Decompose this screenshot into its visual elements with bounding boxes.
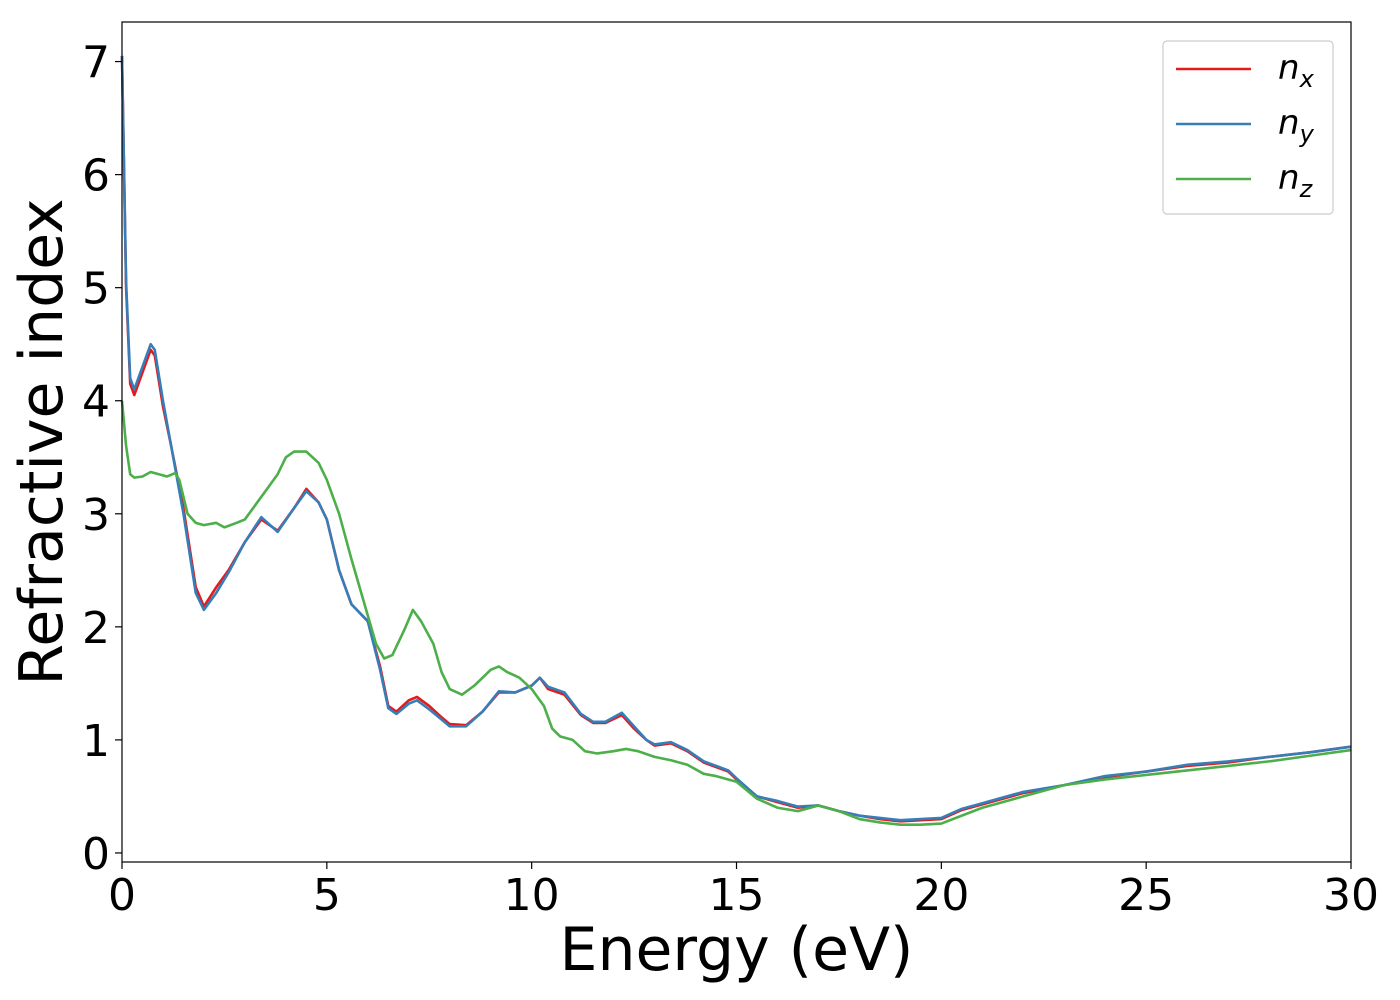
y-tick-label: 4 <box>82 377 110 428</box>
y-tick-label: 1 <box>82 716 110 767</box>
legend-label-subscript: y <box>1299 120 1315 148</box>
legend-label-ny: ny <box>1278 103 1315 148</box>
x-axis: 0 5 10 15 20 25 30 <box>108 862 1379 921</box>
x-tick-label: 5 <box>313 870 341 921</box>
legend-label-subscript: x <box>1299 65 1315 93</box>
x-tick-label: 15 <box>709 870 765 921</box>
series-line-ny <box>120 55 1352 822</box>
y-tick-label: 6 <box>82 151 110 202</box>
x-tick-label: 10 <box>504 870 560 921</box>
x-tick-label: 25 <box>1118 870 1174 921</box>
legend-label-subscript: z <box>1299 175 1314 203</box>
legend-label-base: n <box>1278 158 1300 198</box>
y-tick-label: 0 <box>82 829 110 880</box>
y-axis: 0 1 2 3 4 5 6 7 <box>82 38 122 880</box>
legend-label-nx: nx <box>1278 48 1315 93</box>
series-layer <box>120 55 1352 826</box>
y-tick-label: 3 <box>82 490 110 541</box>
y-axis-title: Refractive index <box>7 198 77 685</box>
y-tick-label: 5 <box>82 264 110 315</box>
y-tick-label: 7 <box>82 38 110 89</box>
series-line-nz <box>120 400 1352 826</box>
legend-label-nz: nz <box>1278 158 1314 203</box>
x-tick-label: 30 <box>1323 870 1379 921</box>
x-tick-label: 20 <box>913 870 969 921</box>
legend-label-base: n <box>1278 48 1300 88</box>
x-axis-title: Energy (eV) <box>560 915 914 985</box>
x-tick-label: 0 <box>108 870 136 921</box>
y-tick-label: 2 <box>82 603 110 654</box>
legend-box <box>1162 40 1334 215</box>
legend-label-base: n <box>1278 103 1300 143</box>
